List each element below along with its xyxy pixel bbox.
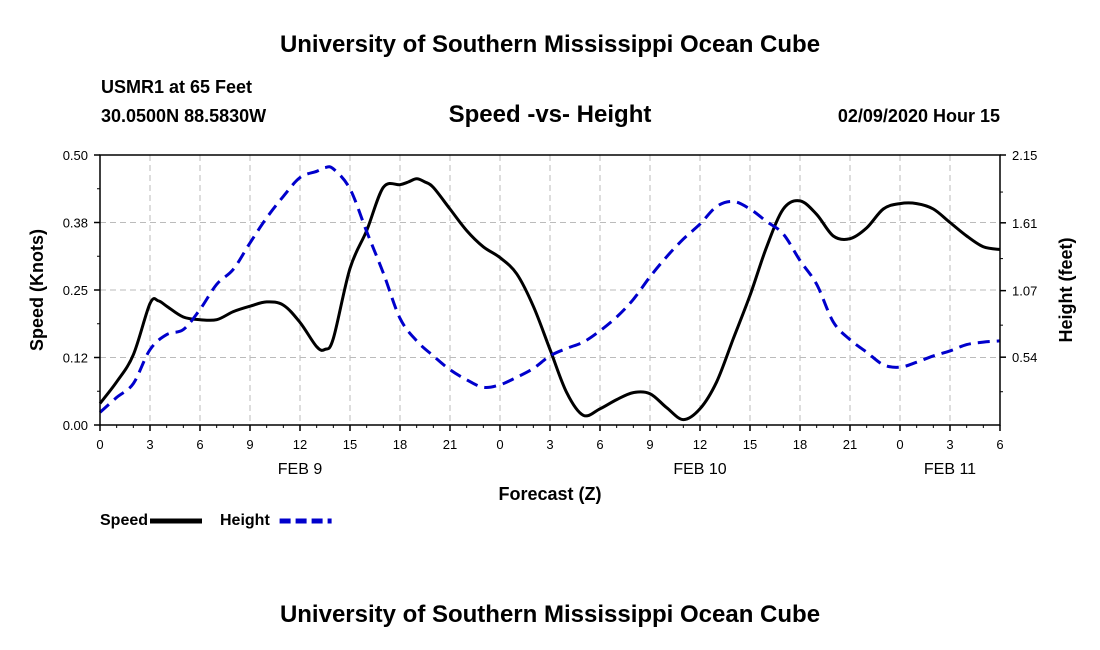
date-label: 02/09/2020 Hour 15 [837,106,1000,126]
x-tick-label: 6 [196,437,203,452]
y2-tick-label: 2.15 [1012,148,1037,163]
y-tick-label: 0.50 [63,148,88,163]
y-tick-label: 0.12 [63,351,88,366]
date-label: FEB 11 [924,461,976,478]
x-tick-label: 12 [293,437,307,452]
top-title: University of Southern Mississippi Ocean… [279,31,821,58]
x-tick-label: 3 [546,437,553,452]
y-tick-label: 0.25 [63,283,88,298]
axes: 0 3 6 9 12 15 18 21 0 3 6 9 12 15 18 21 0 3 6 0.00 0.12 0.25 0… [63,148,1038,478]
y-tick-label: 0.38 [63,216,88,231]
legend-label-height: Height [220,512,270,529]
series-lines [98,165,1001,422]
plot-title: Speed -vs- Height [448,101,652,128]
x-tick-label: 21 [843,437,857,452]
y2-tick-label: 0.54 [1012,350,1037,365]
x-tick-label: 0 [96,437,103,452]
y-axis-label: Speed (Knots) [27,229,47,351]
x-tick-label: 0 [496,437,503,452]
y-tick-label: 0.00 [63,418,88,433]
x-tick-label: 9 [246,437,253,452]
x-tick-label: 3 [146,437,153,452]
x-tick-label: 6 [996,437,1003,452]
date-label: FEB 9 [278,461,323,478]
y2-tick-label: 1.61 [1012,216,1037,231]
legend-label-speed: Speed [100,512,148,529]
x-tick-label: 0 [896,437,903,452]
bottom-title: University of Southern Mississippi Ocean… [279,601,821,628]
y2-axis-label: Height (feet) [1056,238,1076,343]
station-label: USMR1 at 65 Feet [101,77,253,97]
grid-lines [100,155,1000,425]
date-label: FEB 10 [673,461,726,478]
legend: Speed Height [100,512,332,529]
x-tick-label: 9 [646,437,653,452]
x-tick-label: 15 [343,437,357,452]
y2-tick-label: 1.07 [1012,284,1037,299]
series-line-height [99,165,1001,414]
x-tick-label: 12 [693,437,707,452]
x-tick-label: 18 [793,437,807,452]
coordinates-label: 30.0500N 88.5830W [101,106,267,126]
series-line-speed [98,177,1001,422]
x-tick-label: 21 [443,437,457,452]
x-tick-label: 15 [743,437,757,452]
x-tick-label: 6 [596,437,603,452]
x-axis-label: Forecast (Z) [498,484,601,504]
x-tick-label: 3 [946,437,953,452]
x-tick-label: 18 [393,437,407,452]
